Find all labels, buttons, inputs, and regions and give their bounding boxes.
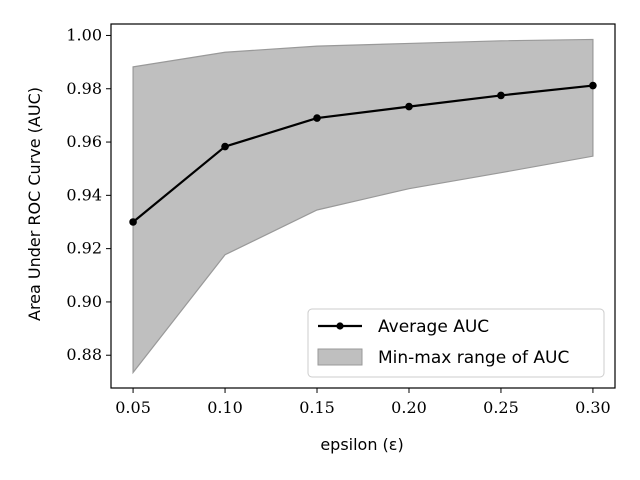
y-tick-label: 0.90 (66, 292, 102, 311)
x-tick-label: 0.30 (575, 398, 611, 417)
y-axis: 0.88 0.90 0.92 0.94 0.96 0.98 1.00 (66, 25, 111, 364)
legend-label-average: Average AUC (378, 317, 489, 337)
average-auc-point (313, 114, 321, 122)
axes-frame (110, 23, 616, 389)
y-tick-label: 0.98 (66, 79, 102, 98)
average-auc-point (497, 91, 505, 100)
plot-area (129, 38, 597, 375)
y-axis-label: Area Under ROC Curve (AUC) (25, 87, 44, 321)
x-axis-label: epsilon (ε) (320, 435, 403, 454)
average-auc-line (132, 84, 594, 223)
average-auc-point (405, 102, 413, 111)
x-tick-label: 0.10 (207, 398, 243, 417)
x-tick-label: 0.15 (299, 398, 335, 417)
legend-marker-swatch (336, 322, 344, 330)
y-tick-label: 0.96 (66, 132, 102, 151)
average-auc-point (589, 81, 597, 90)
y-tick-label: 1.00 (66, 25, 102, 44)
legend-box (307, 308, 605, 378)
legend: Average AUC Min-max range of AUC (307, 308, 605, 378)
y-tick-label: 0.88 (66, 345, 102, 364)
legend-label-range: Min-max range of AUC (378, 348, 569, 368)
legend-band-swatch (317, 348, 363, 366)
min-max-band (132, 38, 594, 375)
average-auc-point (129, 218, 137, 226)
y-tick-label: 0.92 (66, 239, 102, 258)
average-auc-point (221, 142, 229, 151)
x-axis: 0.05 0.10 0.15 0.20 0.25 0.30 (115, 388, 611, 417)
x-tick-label: 0.05 (115, 398, 151, 417)
y-tick-label: 0.94 (66, 185, 102, 204)
x-tick-label: 0.25 (483, 398, 519, 417)
average-auc-series (129, 81, 597, 226)
x-tick-label: 0.20 (391, 398, 427, 417)
